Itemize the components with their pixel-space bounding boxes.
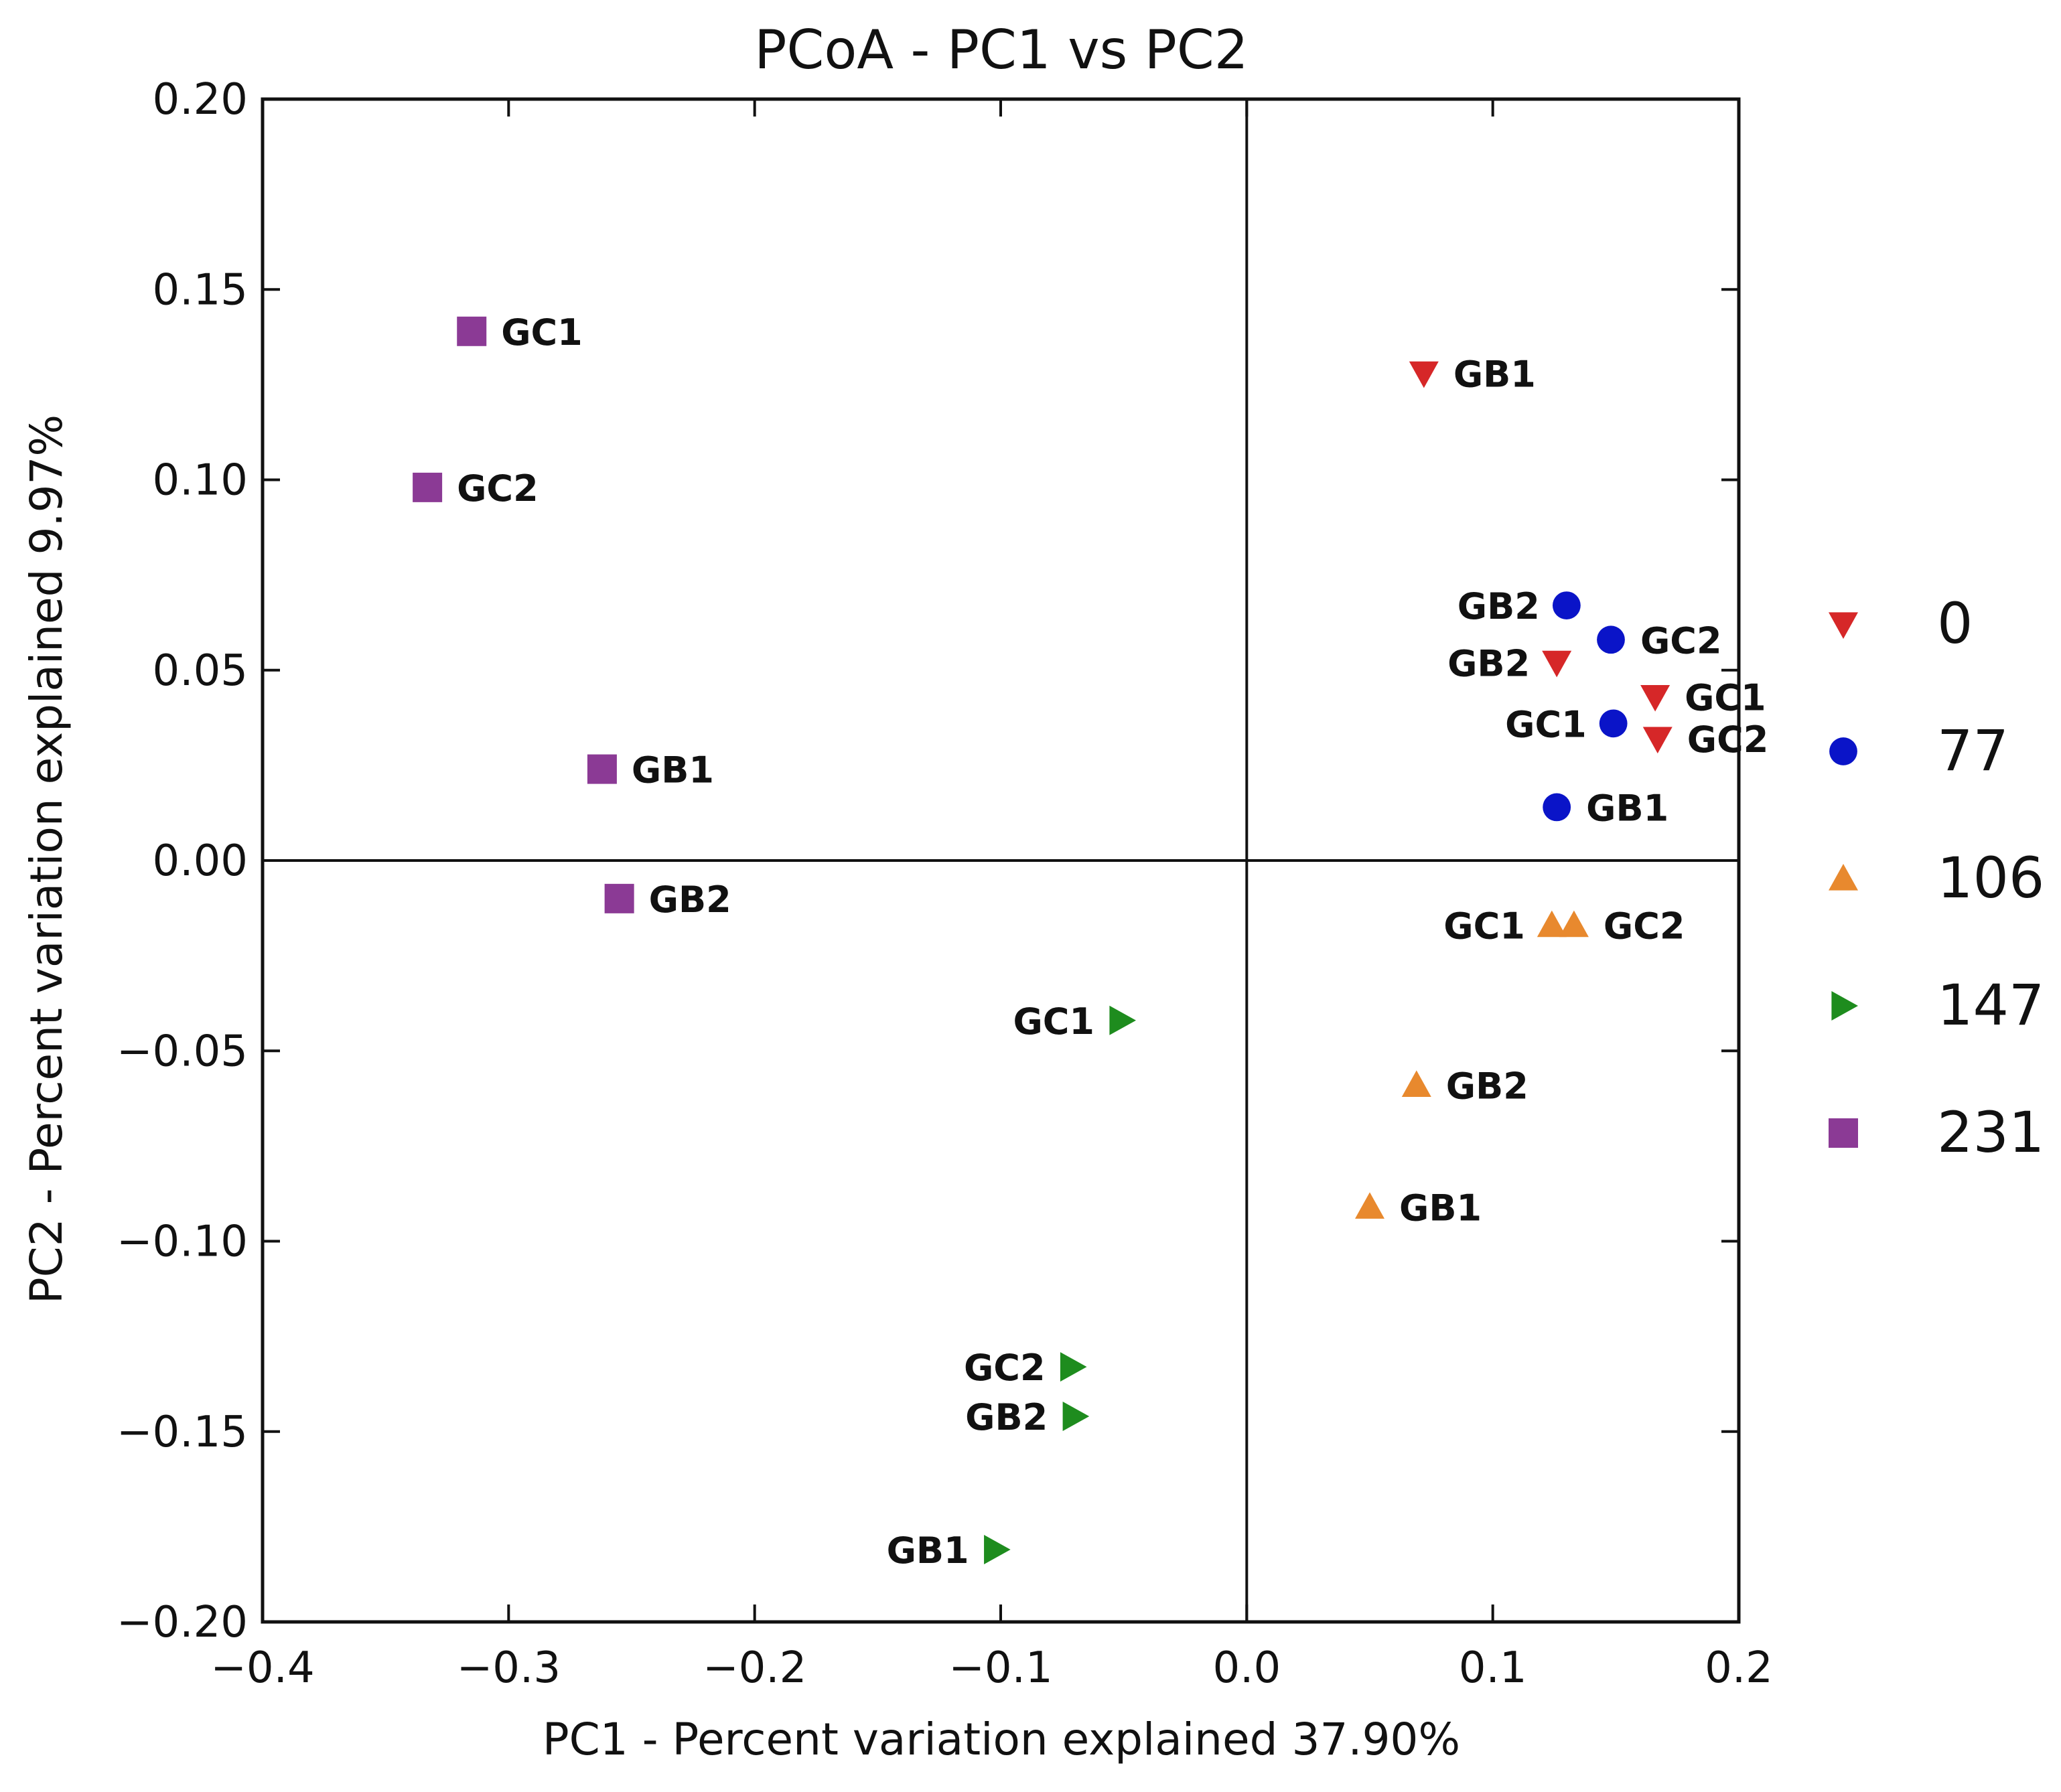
data-point-label: GB2 [1447, 642, 1530, 684]
data-point [413, 472, 443, 502]
data-point-label: GC2 [1604, 905, 1685, 948]
data-point-label: GC2 [964, 1347, 1046, 1389]
y-axis-label: PC2 - Percent variation explained 9.97% [21, 415, 72, 1304]
series-106: GC1 GC2 GB2 GB1 [1355, 905, 1685, 1229]
x-axis-label: PC1 - Percent variation explained 37.90% [543, 1714, 1460, 1765]
legend-label: 231 [1937, 1100, 2044, 1165]
data-point [1062, 1402, 1090, 1432]
data-point [1542, 650, 1572, 678]
data-point [1642, 727, 1673, 754]
data-point [604, 883, 634, 913]
legend-label: 106 [1937, 845, 2044, 911]
data-point-label: GB2 [1446, 1065, 1529, 1107]
data-point-label: GB1 [1586, 787, 1668, 829]
legend-marker [1829, 612, 1858, 639]
series-77: GB2 GC2 GC1 GB1 [1458, 585, 1722, 829]
plot-area: −0.4 −0.3 −0.2 −0.1 0.0 0.1 0.2 0.20 0.15 0.10 0.0… [117, 75, 1773, 1693]
legend-marker [1829, 737, 1857, 765]
data-point [1552, 591, 1581, 620]
legend-marker [1829, 1118, 1858, 1148]
x-tick-label: −0.3 [457, 1643, 561, 1693]
y-tick-label: −0.20 [117, 1598, 248, 1647]
data-point-label: GB2 [965, 1396, 1048, 1438]
y-tick-label: 0.20 [153, 75, 248, 125]
data-point-label: GB1 [887, 1529, 969, 1572]
data-point-label: GC1 [1685, 677, 1766, 719]
x-tick-label: −0.2 [703, 1643, 806, 1693]
data-point-label: GB2 [1458, 585, 1540, 627]
data-point-label: GC1 [1013, 1000, 1094, 1043]
x-tick-label: −0.1 [948, 1643, 1052, 1693]
legend-label: 147 [1937, 972, 2044, 1038]
data-point-label: GB2 [649, 879, 731, 921]
data-point [457, 316, 487, 346]
data-point [1409, 361, 1439, 388]
data-point-label: GB1 [632, 749, 714, 792]
y-tick-label: 0.15 [153, 265, 248, 315]
data-point-label: GC1 [1505, 703, 1587, 745]
data-point [1543, 793, 1571, 822]
data-point-label: GC2 [457, 467, 539, 510]
y-tick-label: 0.05 [153, 646, 248, 696]
y-tick-label: 0.00 [153, 836, 248, 886]
data-point [1559, 910, 1589, 938]
x-tick-label: 0.0 [1212, 1643, 1281, 1693]
y-tick-label: 0.10 [153, 456, 248, 506]
x-tick-label: 0.1 [1459, 1643, 1527, 1693]
data-point-label: GC2 [1640, 619, 1722, 662]
data-point-label: GB1 [1399, 1187, 1482, 1229]
data-point-label: GC1 [501, 311, 583, 354]
data-point [984, 1534, 1011, 1564]
y-tick-label: −0.05 [117, 1027, 248, 1076]
legend: 0 77 106 147 231 [1829, 591, 2044, 1165]
data-point [1640, 684, 1671, 712]
data-point [1355, 1192, 1384, 1219]
data-point [1060, 1352, 1087, 1382]
data-point [587, 754, 617, 784]
data-point [1401, 1070, 1431, 1098]
data-point [1537, 910, 1567, 938]
legend-marker [1829, 864, 1858, 891]
y-tick-label: −0.10 [117, 1217, 248, 1267]
legend-label: 0 [1937, 591, 1973, 656]
legend-marker [1831, 991, 1858, 1021]
legend-label: 77 [1937, 718, 2009, 783]
y-tick-label: −0.15 [117, 1408, 248, 1457]
data-point-label: GC1 [1443, 905, 1525, 948]
data-point-label: GB1 [1453, 353, 1536, 395]
series-147: GC1 GC2 GB2 GB1 [887, 1000, 1136, 1572]
x-tick-label: −0.4 [210, 1643, 314, 1693]
series-231: GC1 GC2 GB1 GB2 [413, 311, 731, 921]
data-point [1109, 1005, 1136, 1035]
data-point [1599, 709, 1628, 738]
data-point [1597, 625, 1625, 654]
x-tick-label: 0.2 [1705, 1643, 1773, 1693]
data-point-label: GC2 [1687, 719, 1769, 761]
chart-title: PCoA - PC1 vs PC2 [754, 19, 1248, 81]
